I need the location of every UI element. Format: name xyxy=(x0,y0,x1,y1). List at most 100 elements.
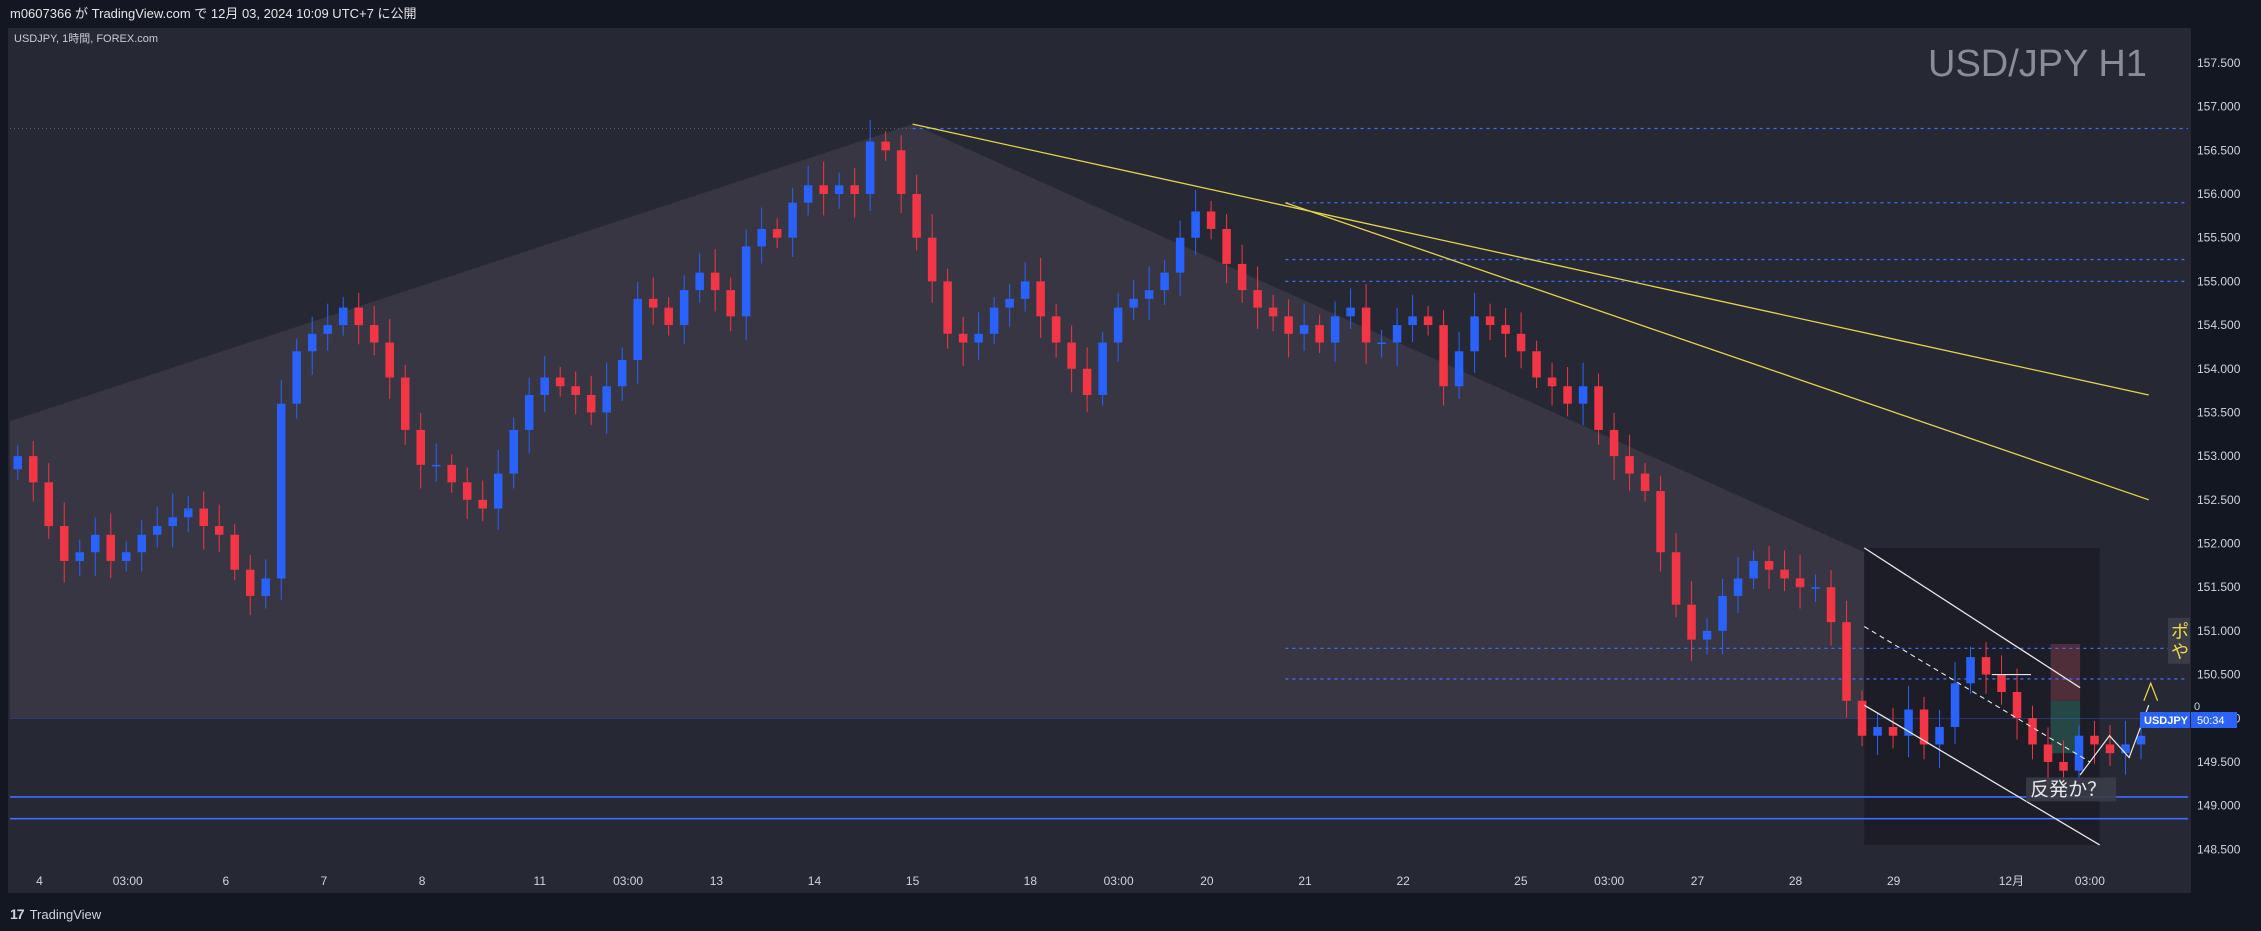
candle-body xyxy=(1299,325,1309,334)
candle-body xyxy=(1749,560,1758,579)
candle-body xyxy=(1191,211,1200,238)
x-tick-label: 03:00 xyxy=(2075,874,2105,888)
y-tick-label: 157.500 xyxy=(2197,56,2241,70)
channel-lower-line xyxy=(1863,704,2101,846)
candle-body xyxy=(1113,307,1123,343)
candle-body xyxy=(1175,237,1185,273)
candle-body xyxy=(1098,342,1107,395)
publish-header: m0607366 が TradingView.com で 12月 03, 202… xyxy=(0,0,2261,28)
x-tick-label: 22 xyxy=(1396,874,1410,888)
candle-body xyxy=(2043,744,2053,762)
candle-body xyxy=(726,290,735,317)
caret-marker xyxy=(2143,681,2159,701)
candle-body xyxy=(1377,342,1386,345)
candle-body xyxy=(137,534,146,553)
candle-body xyxy=(1470,316,1479,352)
tradingview-logo[interactable]: 17 TradingView xyxy=(10,906,101,922)
x-tick-label: 12月 xyxy=(1999,874,2024,888)
candle-body xyxy=(586,394,596,413)
candle-body xyxy=(1578,386,1588,404)
countdown-badge xyxy=(2191,712,2237,728)
y-tick-label: 157.000 xyxy=(2197,100,2241,114)
candle-body xyxy=(602,386,611,413)
candle-body xyxy=(1640,473,1650,492)
candle-body xyxy=(1625,456,1634,474)
channel-mid-line xyxy=(1863,626,2091,763)
x-tick-label: 13 xyxy=(710,874,724,888)
x-tick-label: 20 xyxy=(1200,874,1214,888)
candle-body xyxy=(354,307,363,326)
candle-body xyxy=(1780,569,1789,579)
position-loss-zone xyxy=(2050,643,2081,701)
candle-body xyxy=(1237,263,1247,291)
price-chart[interactable]: 157.500 157.000 156.500 156.000 155.500 155.0… xyxy=(0,28,2261,898)
shaded-triangle-region xyxy=(10,124,1865,719)
candle-body xyxy=(106,534,116,561)
candle-body xyxy=(1950,683,1960,727)
candle-body xyxy=(75,552,85,561)
candle-body xyxy=(1733,578,1743,596)
x-tick-label: 29 xyxy=(1887,874,1901,888)
rebound-label: 反発か？ xyxy=(2030,778,2106,800)
candle-body xyxy=(416,429,425,465)
y-tick-label: 152.000 xyxy=(2197,537,2241,551)
candle-body xyxy=(1842,622,1851,701)
chart-area[interactable]: 157.500 157.000 156.500 156.000 155.500 155.0… xyxy=(0,28,2261,898)
candle-body xyxy=(741,246,751,317)
candle-body xyxy=(1501,325,1510,334)
candle-body xyxy=(710,272,720,291)
last-price-symbol: USDJPY xyxy=(2144,715,2189,727)
y-tick-label: 151.000 xyxy=(2197,624,2241,638)
candle-body xyxy=(90,534,100,553)
candle-body xyxy=(2059,761,2068,771)
candle-body xyxy=(772,228,782,238)
candle-body xyxy=(1284,316,1293,334)
candle-body xyxy=(478,499,487,509)
candle-body xyxy=(540,377,549,395)
brand-text: TradingView xyxy=(29,906,102,922)
x-tick-label: 25 xyxy=(1514,874,1528,888)
x-tick-label: 11 xyxy=(534,874,547,888)
candle-body xyxy=(664,307,673,326)
candle-body xyxy=(28,456,38,483)
candle-body xyxy=(1005,298,1014,308)
y-tick-label: 153.000 xyxy=(2197,449,2241,463)
candle-body xyxy=(245,569,255,596)
candle-body xyxy=(447,464,456,483)
x-tick-label: 28 xyxy=(1789,874,1803,888)
candle-body xyxy=(757,228,766,247)
candle-body xyxy=(1423,316,1433,326)
trendline xyxy=(1285,202,2149,501)
y-tick-label: 156.000 xyxy=(2197,187,2241,201)
candle-body xyxy=(1687,604,1696,640)
candle-body xyxy=(462,482,472,500)
candle-body xyxy=(1795,578,1805,588)
candle-body xyxy=(1888,726,1898,736)
candle-body xyxy=(571,386,580,395)
candle-body xyxy=(1268,307,1278,317)
candle-body xyxy=(2074,735,2084,771)
y-tick-label: 149.000 xyxy=(2197,799,2241,813)
candle-body xyxy=(819,185,828,195)
candle-body xyxy=(1315,325,1324,343)
y-tick-label: 150.500 xyxy=(2197,668,2241,682)
candle-body xyxy=(788,202,797,238)
y-tick-label: 148.500 xyxy=(2197,842,2241,856)
x-tick-label: 27 xyxy=(1691,874,1705,888)
candle-body xyxy=(168,517,177,527)
y-tick-label: 149.500 xyxy=(2197,755,2241,769)
candle-body xyxy=(493,473,503,509)
candle-body xyxy=(338,307,348,326)
candle-body xyxy=(1222,228,1231,264)
candle-body xyxy=(1206,211,1216,229)
candle-body xyxy=(912,194,921,238)
candle-body xyxy=(1671,552,1681,605)
footer: 17 TradingView xyxy=(0,900,2261,931)
y-tick-label: 151.500 xyxy=(2197,580,2241,594)
candle-body xyxy=(1361,307,1371,343)
candle-body xyxy=(1516,333,1526,352)
candle-body xyxy=(1036,281,1045,317)
candle-body xyxy=(1811,587,1820,589)
symbol-line: USDJPY, 1時間, FOREX.com xyxy=(14,32,158,45)
x-tick-label: 18 xyxy=(1024,874,1038,888)
